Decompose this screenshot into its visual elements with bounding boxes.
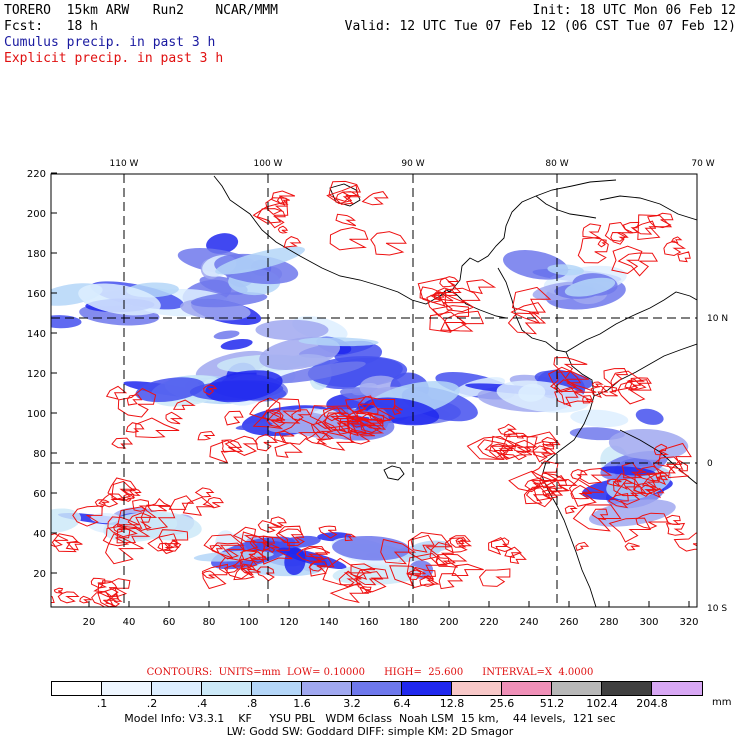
y-tick-label: 120 [27, 369, 46, 380]
y-tick-label: 180 [27, 249, 46, 260]
x-tick-label: 240 [519, 617, 538, 628]
field-label-explicit: Explicit precip. in past 3 h [4, 51, 224, 66]
y-tick-label: 20 [33, 569, 46, 580]
x-tick-label: 280 [599, 617, 618, 628]
x-grid-labels: 20 40 60 80 100 120 140 160 180 200 220 240 260 280 30… [83, 617, 699, 628]
x-tick-label: 300 [639, 617, 658, 628]
colorbar-swatch [302, 682, 352, 695]
x-tick-label: 40 [123, 617, 136, 628]
colorbar-unit: mm [712, 697, 732, 708]
model-info-line2: LW: Godd SW: Goddard DIFF: simple KM: 2D… [226, 725, 514, 738]
field-label-cumulus: Cumulus precip. in past 3 h [4, 35, 216, 50]
colorbar-swatch [552, 682, 602, 695]
model-info-line1: Model Info: V3.3.1 KF YSU PBL WDM 6class… [124, 712, 616, 725]
lon-label-80w: 80 W [545, 159, 568, 169]
forecast-hour: Fcst: 18 h [4, 19, 98, 34]
y-grid-labels: 20 40 60 80 100 120 140 160 180 200 220 [27, 169, 46, 580]
y-tick-label: 220 [27, 169, 46, 180]
colorbar-swatch [102, 682, 152, 695]
contour-info: CONTOURS: UNITS=mm LOW= 0.10000 HIGH= 25… [146, 667, 594, 678]
colorbar-swatch [402, 682, 452, 695]
colorbar-label: 3.2 [343, 697, 361, 710]
y-tick-label: 160 [27, 289, 46, 300]
lat-label-10n: 10 N [707, 314, 728, 324]
lat-label-0: 0 [707, 459, 713, 469]
colorbar-label: 51.2 [539, 697, 565, 710]
x-tick-label: 60 [163, 617, 176, 628]
x-tick-label: 20 [83, 617, 96, 628]
colorbar [51, 681, 703, 696]
colorbar-swatch [152, 682, 202, 695]
y-tick-label: 100 [27, 409, 46, 420]
cumulus-precip-shading [51, 233, 689, 585]
x-tick-label: 160 [359, 617, 378, 628]
x-tick-label: 120 [279, 617, 298, 628]
colorbar-label: .1 [96, 697, 108, 710]
lat-lon-grid [51, 174, 697, 607]
map-frame [50, 173, 698, 608]
colorbar-swatch [202, 682, 252, 695]
x-tick-label: 140 [319, 617, 338, 628]
model-title: TORERO 15km ARW Run2 NCAR/MMM [4, 3, 278, 18]
init-time: Init: 18 UTC Mon 06 Feb 12 [532, 3, 737, 18]
colorbar-swatch [602, 682, 652, 695]
x-tick-label: 200 [439, 617, 458, 628]
colorbar-label: .8 [246, 697, 258, 710]
colorbar-label: 1.6 [293, 697, 311, 710]
x-tick-label: 180 [399, 617, 418, 628]
x-tick-label: 100 [239, 617, 258, 628]
colorbar-swatch [452, 682, 502, 695]
x-tick-label: 320 [679, 617, 698, 628]
y-tick-label: 60 [33, 489, 46, 500]
x-tick-label: 260 [559, 617, 578, 628]
y-tick-label: 40 [33, 529, 46, 540]
axis-ticks [51, 172, 690, 607]
lon-label-90w: 90 W [401, 159, 424, 169]
lon-label-70w: 70 W [691, 159, 714, 169]
colorbar-label: .2 [146, 697, 158, 710]
lat-label-10s: 10 S [707, 604, 727, 614]
colorbar-label: .4 [196, 697, 208, 710]
colorbar-swatch [352, 682, 402, 695]
x-tick-label: 80 [203, 617, 216, 628]
colorbar-label: 25.6 [489, 697, 515, 710]
colorbar-label: 204.8 [636, 697, 668, 710]
y-tick-label: 140 [27, 329, 46, 340]
colorbar-swatch [502, 682, 552, 695]
coastlines [213, 175, 697, 607]
y-tick-label: 80 [33, 449, 46, 460]
lon-label-110w: 110 W [110, 159, 139, 169]
colorbar-swatch [652, 682, 702, 695]
colorbar-label: 6.4 [393, 697, 411, 710]
explicit-precip-contours [51, 180, 697, 607]
colorbar-label: 12.8 [439, 697, 465, 710]
x-tick-label: 220 [479, 617, 498, 628]
lon-label-100w: 100 W [254, 159, 283, 169]
colorbar-swatch [252, 682, 302, 695]
y-tick-label: 200 [27, 209, 46, 220]
colorbar-swatch [52, 682, 102, 695]
colorbar-label: 102.4 [586, 697, 618, 710]
valid-time: Valid: 12 UTC Tue 07 Feb 12 (06 CST Tue … [344, 19, 736, 34]
